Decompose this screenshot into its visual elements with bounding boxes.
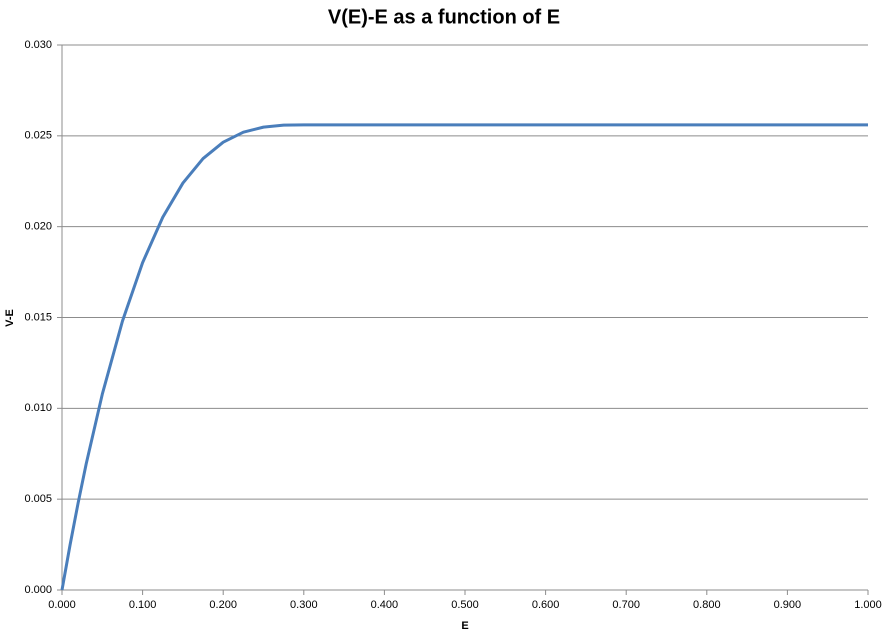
y-tick-label: 0.020 xyxy=(24,221,52,233)
chart-title: V(E)-E as a function of E xyxy=(328,6,560,28)
x-tick-label: 0.000 xyxy=(48,599,76,611)
x-tick-label: 0.200 xyxy=(209,599,237,611)
x-tick-label: 0.800 xyxy=(693,599,721,611)
y-tick-label: 0.000 xyxy=(24,584,52,596)
y-tick-label: 0.010 xyxy=(24,402,52,414)
x-tick-label: 0.900 xyxy=(774,599,802,611)
x-tick-label: 0.300 xyxy=(290,599,318,611)
x-tick-label: 0.600 xyxy=(532,599,560,611)
y-tick-label: 0.005 xyxy=(24,493,52,505)
y-tick-label: 0.025 xyxy=(24,130,52,142)
x-axis-title: E xyxy=(461,620,468,632)
y-tick-label: 0.030 xyxy=(24,39,52,51)
x-tick-label: 0.700 xyxy=(612,599,640,611)
line xyxy=(60,123,868,591)
y-tick-label: 0.015 xyxy=(24,311,52,323)
x-tick-label: 1.000 xyxy=(854,599,882,611)
x-tick-label: 0.500 xyxy=(451,599,479,611)
y-axis-title: V-E xyxy=(4,309,16,327)
x-tick-label: 0.100 xyxy=(129,599,157,611)
x-tick-label: 0.400 xyxy=(371,599,399,611)
